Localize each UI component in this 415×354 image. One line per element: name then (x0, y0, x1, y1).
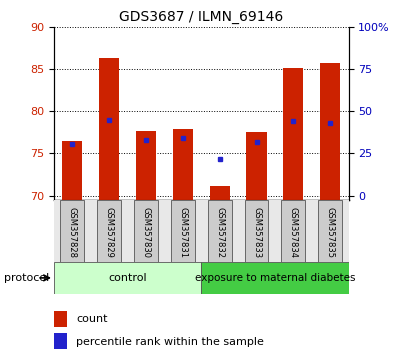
Bar (54, 311, 67, 327)
Text: GSM357829: GSM357829 (105, 207, 114, 258)
Text: GSM357831: GSM357831 (178, 207, 187, 258)
Text: GSM357834: GSM357834 (289, 207, 298, 258)
FancyBboxPatch shape (281, 200, 305, 262)
Bar (320, 63, 340, 200)
Text: count: count (76, 314, 107, 325)
FancyBboxPatch shape (208, 200, 232, 262)
Bar (283, 68, 303, 200)
Text: percentile rank within the sample: percentile rank within the sample (76, 337, 264, 347)
FancyBboxPatch shape (97, 200, 121, 262)
Bar (247, 132, 267, 200)
Text: GSM357832: GSM357832 (215, 207, 224, 258)
Text: GSM357835: GSM357835 (326, 207, 334, 258)
Bar (99, 58, 120, 200)
FancyBboxPatch shape (171, 200, 195, 262)
Bar (136, 131, 156, 200)
Text: control: control (108, 273, 147, 283)
Bar (173, 129, 193, 200)
Bar (62, 141, 83, 200)
FancyBboxPatch shape (54, 262, 201, 294)
FancyBboxPatch shape (318, 200, 342, 262)
Text: exposure to maternal diabetes: exposure to maternal diabetes (195, 273, 355, 283)
FancyBboxPatch shape (134, 200, 158, 262)
FancyBboxPatch shape (201, 262, 349, 294)
Bar (54, 333, 67, 349)
Text: protocol: protocol (4, 273, 49, 283)
Bar (210, 185, 230, 200)
FancyBboxPatch shape (244, 200, 269, 262)
Title: GDS3687 / ILMN_69146: GDS3687 / ILMN_69146 (119, 10, 283, 24)
Text: GSM357830: GSM357830 (142, 207, 151, 258)
FancyBboxPatch shape (61, 200, 84, 262)
Text: GSM357828: GSM357828 (68, 207, 77, 258)
Text: GSM357833: GSM357833 (252, 207, 261, 258)
